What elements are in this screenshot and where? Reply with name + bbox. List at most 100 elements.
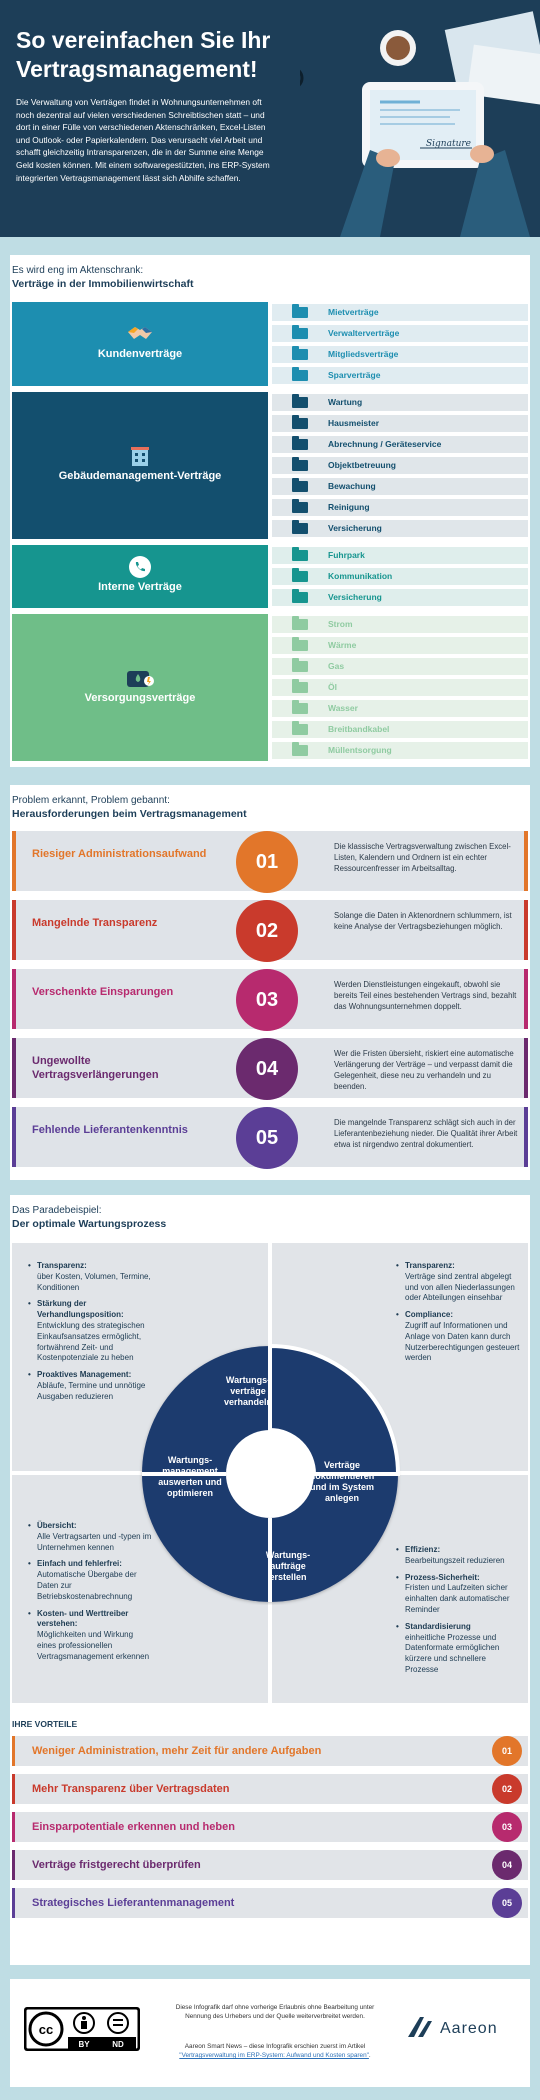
contract-item-bar <box>272 658 528 675</box>
benefit-item: Prozess-Sicherheit:Fristen und Laufzeite… <box>396 1573 520 1616</box>
benefit-item: Einfach und fehlerfrei:Automatische Über… <box>28 1559 154 1602</box>
contract-item-label: Reinigung <box>328 502 370 512</box>
contract-item-label: Bewachung <box>328 481 376 491</box>
cycle-hub <box>226 1430 314 1518</box>
contract-group-label: Interne Verträge <box>98 580 182 593</box>
source-suffix: . <box>368 2052 371 2059</box>
section-contract-types: Es wird eng im Aktenschrank: Verträge in… <box>10 255 530 767</box>
contract-group-items: · · Strom · · Wärme · · Gas · · Öl · · Wasser · · B… <box>258 614 528 761</box>
advantage-accent <box>12 1774 15 1804</box>
benefit-heading: Standardisierung <box>405 1621 471 1631</box>
benefits-bottom-right: Effizienz:Bearbeitungszeit reduzieren Pro… <box>396 1545 520 1682</box>
contract-item: · · Öl <box>258 677 528 698</box>
folder-icon <box>292 478 308 492</box>
benefits-top-right: Transparenz:Verträge sind zentral abgele… <box>396 1261 520 1370</box>
benefit-heading: Prozess-Sicherheit: <box>405 1572 480 1582</box>
section3-title: Der optimale Wartungsprozess <box>12 1218 167 1230</box>
handshake-icon <box>12 322 268 349</box>
contract-item: · · Wärme <box>258 635 528 656</box>
contract-item: · · Fuhrpark <box>258 545 528 566</box>
page-title: So vereinfachen Sie Ihr Vertragsmanageme… <box>16 27 271 82</box>
benefit-text: Möglichkeiten und Wirkung eines professi… <box>37 1630 150 1661</box>
contract-item-label: Strom <box>328 619 353 629</box>
challenge-item: Verschenkte Einsparungen 03 Werden Dienstl… <box>12 969 528 1031</box>
connector-dots: · · <box>258 525 268 532</box>
section-maintenance-process: Das Paradebeispiel: Der optimale Wartung… <box>10 1195 530 1965</box>
folder-icon <box>292 721 308 735</box>
connector-dots: · · <box>258 552 268 559</box>
benefits-top-left: Transparenz:über Kosten, Volumen, Termin… <box>28 1261 154 1409</box>
advantage-item: Einsparpotentiale erkennen und heben 03 <box>12 1812 528 1842</box>
cycle-step-3: Wartungs-aufträge erstellen <box>266 1550 310 1582</box>
connector-dots: · · <box>258 504 268 511</box>
phone-icon <box>12 555 268 584</box>
contract-item: · · Breitbandkabel <box>258 719 528 740</box>
challenge-accent <box>12 1107 16 1167</box>
challenge-number: 03 <box>236 969 298 1031</box>
contract-item: · · Versicherung <box>258 518 528 539</box>
folder-icon <box>292 700 308 714</box>
connector-dots: · · <box>258 483 268 490</box>
contract-item-bar <box>272 415 528 432</box>
contract-group: Interne Verträge <box>12 545 268 608</box>
challenge-item: Ungewollte Vertragsverlängerungen 04 Wer d… <box>12 1038 528 1100</box>
benefit-heading: Transparenz: <box>37 1261 87 1270</box>
benefit-item: Proaktives Management:Abläufe, Termine u… <box>28 1370 154 1402</box>
contract-item: · · Bewachung <box>258 476 528 497</box>
challenge-accent-right <box>524 969 528 1029</box>
connector-dots: · · <box>258 747 268 754</box>
contract-item-label: Wärme <box>328 640 357 650</box>
source-note: Aareon Smart News – diese Infografik ers… <box>170 2042 380 2060</box>
advantage-number: 03 <box>492 1812 522 1842</box>
connector-dots: · · <box>258 420 268 427</box>
connector-dots: · · <box>258 705 268 712</box>
advantage-text: Verträge fristgerecht überprüfen <box>32 1859 201 1871</box>
contract-item-bar <box>272 499 528 516</box>
challenge-accent <box>12 1038 16 1098</box>
benefit-item: Compliance:Zugriff auf Informationen und… <box>396 1310 520 1364</box>
challenge-item: Riesiger Administrationsaufwand 01 Die kla… <box>12 831 528 893</box>
benefit-heading: Transparenz: <box>405 1261 455 1270</box>
challenge-title: Ungewollte Vertragsverlängerungen <box>32 1055 159 1081</box>
contract-item-label: Hausmeister <box>328 418 380 428</box>
challenge-text: Die mangelnde Transparenz schlägt sich a… <box>334 1118 518 1149</box>
folder-icon <box>292 616 308 630</box>
benefit-heading: Kosten- und Werttreiber verstehen: <box>37 1608 129 1629</box>
contract-item-label: Objektbetreuung <box>328 460 397 470</box>
folder-icon <box>292 520 308 534</box>
contract-item-label: Verwalterverträge <box>328 328 400 338</box>
challenge-number: 01 <box>236 831 298 893</box>
folder-icon <box>292 436 308 450</box>
contract-item: · · Wasser <box>258 698 528 719</box>
challenge-accent-right <box>524 831 528 891</box>
contract-group-items: · · Mietverträge · · Verwalterverträge · · Mi… <box>258 302 528 386</box>
benefit-text: über Kosten, Volumen, Termine, Kondition… <box>37 1271 151 1292</box>
connector-dots: · · <box>258 726 268 733</box>
challenge-accent-right <box>524 1038 528 1098</box>
connector-dots: · · <box>258 372 268 379</box>
folder-icon <box>292 304 308 318</box>
source-article-link[interactable]: "Vertragsverwaltung im ERP-System: Aufwa… <box>179 2052 369 2059</box>
contract-item-bar <box>272 589 528 606</box>
benefit-text: Entwicklung des strategischen Einkaufsan… <box>37 1320 145 1363</box>
connector-dots: · · <box>258 441 268 448</box>
advantage-text: Weniger Administration, mehr Zeit für an… <box>32 1745 322 1757</box>
benefit-heading: Effizienz: <box>405 1545 441 1554</box>
contract-item-label: Müllentsorgung <box>328 745 392 755</box>
benefit-item: Effizienz:Bearbeitungszeit reduzieren <box>396 1545 520 1567</box>
folder-icon <box>292 457 308 471</box>
benefit-text: Bearbeitungszeit reduzieren <box>405 1555 505 1565</box>
benefit-heading: Compliance: <box>405 1310 454 1320</box>
challenge-title: Verschenkte Einsparungen <box>32 986 174 998</box>
contract-item-label: Mietverträge <box>328 307 379 317</box>
advantage-text: Strategisches Lieferantenmanagement <box>32 1897 235 1909</box>
advantage-accent <box>12 1812 15 1842</box>
benefit-heading: Übersicht: <box>37 1521 77 1530</box>
folder-icon <box>292 325 308 339</box>
advantage-number: 05 <box>492 1888 522 1918</box>
contract-item-label: Breitbandkabel <box>328 724 390 734</box>
benefit-text: Abläufe, Termine und unnötige Ausgaben r… <box>37 1380 146 1401</box>
folder-icon <box>292 394 308 408</box>
building-icon <box>12 444 268 473</box>
